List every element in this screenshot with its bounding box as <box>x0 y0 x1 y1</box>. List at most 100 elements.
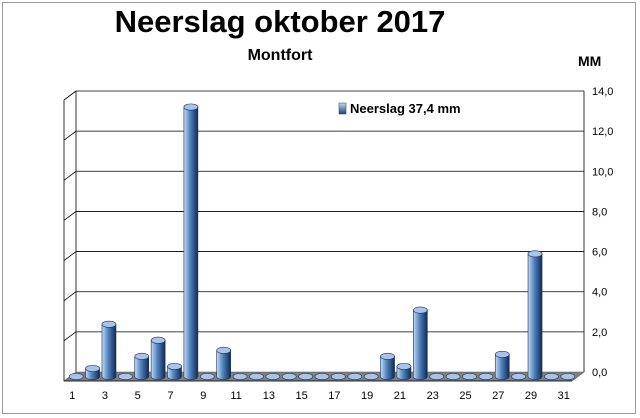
bar-day-22 <box>413 306 428 380</box>
bar-top <box>494 350 510 358</box>
bar-body <box>101 323 117 380</box>
bar-top <box>249 372 264 380</box>
bar-top <box>347 372 363 380</box>
bar-body <box>527 253 543 380</box>
bar-day-7 <box>167 362 182 380</box>
bar-top <box>118 372 133 380</box>
x-tick-label: 27 <box>492 390 504 402</box>
x-tick-label: 11 <box>230 390 241 402</box>
bar-top <box>560 372 576 380</box>
y-tick-label: 14,0 <box>592 86 613 98</box>
chart-title: Neerslag oktober 2017 <box>114 4 446 39</box>
gridline-side <box>63 211 77 221</box>
y-tick-label: 12,0 <box>592 126 613 138</box>
bar-top <box>511 372 526 380</box>
bar-day-16 <box>314 372 330 380</box>
gridline-side <box>63 331 77 342</box>
y-tick-label: 8,0 <box>592 206 607 218</box>
x-tick-label: 21 <box>394 390 406 402</box>
x-tick-label: 23 <box>427 390 439 402</box>
bar-top <box>183 103 199 111</box>
y-tick-label: 0,0 <box>592 367 607 379</box>
bar-top <box>101 320 117 328</box>
legend: Neerslag 37,4 mm <box>338 101 461 116</box>
bar-body <box>413 309 428 380</box>
x-tick-label: 5 <box>135 390 141 402</box>
bar-top <box>232 372 248 380</box>
bars-layer <box>68 103 576 380</box>
x-tick-label: 3 <box>102 390 108 402</box>
x-tick-label: 15 <box>295 390 307 402</box>
legend-swatch <box>338 102 347 115</box>
bar-day-2 <box>85 364 100 380</box>
bar-top <box>363 372 379 380</box>
y-axis-unit-label: MM <box>578 53 602 69</box>
bar-body <box>150 340 166 380</box>
axis-layer: 0,02,04,06,08,010,012,014,01 3 5 7 9 11 13 15 17… <box>69 86 613 402</box>
bar-top <box>380 352 395 360</box>
bar-top <box>85 364 100 372</box>
bar-day-30 <box>544 372 559 380</box>
bar-day-10 <box>216 346 231 380</box>
bar-day-25 <box>462 372 477 380</box>
bar-day-5 <box>134 352 150 380</box>
bar-day-3 <box>101 320 117 380</box>
gridline-side <box>63 291 77 302</box>
bar-day-19 <box>363 372 379 380</box>
bar-day-29 <box>527 250 543 380</box>
bar-day-1 <box>68 372 84 380</box>
gridline-side <box>63 170 77 181</box>
x-tick-label: 25 <box>459 390 471 402</box>
bar-top <box>167 362 182 370</box>
x-tick-label: 17 <box>328 390 340 402</box>
x-tick-label: 29 <box>525 390 537 402</box>
bar-day-27 <box>494 350 510 380</box>
y-tick-label: 4,0 <box>592 287 607 299</box>
bar-day-28 <box>511 372 526 380</box>
bar-day-11 <box>232 372 248 380</box>
bar-day-20 <box>380 352 395 380</box>
y-tick-label: 10,0 <box>592 166 613 178</box>
bar-top <box>216 346 231 354</box>
legend-label: Neerslag 37,4 mm <box>350 101 461 116</box>
gridline-side <box>63 251 77 261</box>
bar-day-15 <box>298 372 313 380</box>
grid-layer <box>63 90 585 381</box>
x-tick-label: 1 <box>69 390 75 402</box>
bar-top <box>199 372 215 380</box>
bar-top <box>314 372 330 380</box>
bar-top <box>445 372 461 380</box>
bar-day-14 <box>281 372 297 380</box>
bar-top <box>396 362 412 370</box>
bar-day-26 <box>478 372 494 380</box>
bar-body <box>380 356 395 380</box>
gridline-side <box>63 130 77 141</box>
x-tick-label: 19 <box>361 390 373 402</box>
bar-body <box>134 356 150 380</box>
bar-top <box>331 372 346 380</box>
x-tick-label: 31 <box>558 390 570 402</box>
y-tick-label: 2,0 <box>592 327 607 339</box>
x-tick-label: 9 <box>200 390 206 402</box>
bar-top <box>150 336 166 344</box>
bar-day-21 <box>396 362 412 380</box>
bar-body <box>216 350 231 380</box>
bar-top <box>478 372 494 380</box>
bar-day-24 <box>445 372 461 380</box>
bar-day-13 <box>265 372 281 380</box>
bar-day-18 <box>347 372 363 380</box>
bar-body <box>167 366 182 380</box>
x-tick-label: 7 <box>167 390 173 402</box>
y-tick-label: 6,0 <box>592 247 607 259</box>
bar-body <box>396 366 412 380</box>
bar-top <box>265 372 281 380</box>
bar-day-12 <box>249 372 264 380</box>
chart-subtitle: Montfort <box>247 47 313 64</box>
bar-top <box>527 250 543 258</box>
bar-top <box>429 372 445 380</box>
bar-day-9 <box>199 372 215 380</box>
bar-top <box>462 372 477 380</box>
bar-top <box>134 352 150 360</box>
bar-day-31 <box>560 372 576 380</box>
